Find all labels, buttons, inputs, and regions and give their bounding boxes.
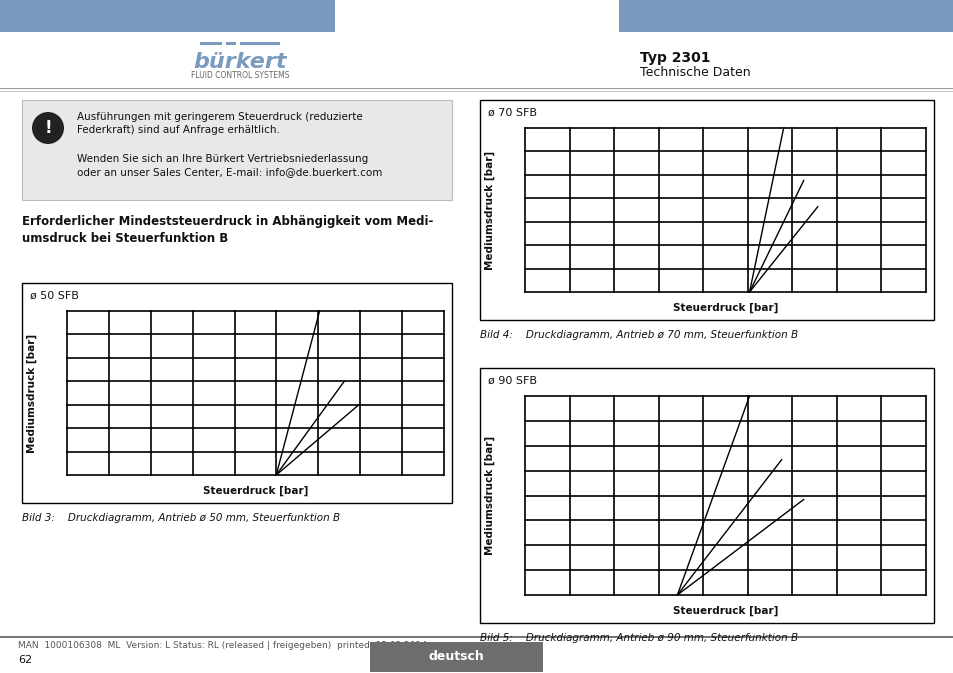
Text: !: ! xyxy=(44,119,51,137)
Text: Bild 5:    Druckdiagramm, Antrieb ø 90 mm, Steuerfunktion B: Bild 5: Druckdiagramm, Antrieb ø 90 mm, … xyxy=(479,633,798,643)
Bar xyxy=(240,42,280,45)
Text: deutsch: deutsch xyxy=(428,651,484,664)
Bar xyxy=(22,100,452,200)
Text: Steuerdruck [bar]: Steuerdruck [bar] xyxy=(203,486,308,496)
Text: Typ 2301: Typ 2301 xyxy=(639,51,710,65)
Text: Bild 3:    Druckdiagramm, Antrieb ø 50 mm, Steuerfunktion B: Bild 3: Druckdiagramm, Antrieb ø 50 mm, … xyxy=(22,513,340,523)
Text: Technische Daten: Technische Daten xyxy=(639,65,750,79)
Bar xyxy=(0,0,335,32)
Bar xyxy=(618,0,953,32)
Bar xyxy=(0,636,953,637)
Bar xyxy=(200,42,222,45)
Bar xyxy=(0,88,953,89)
Text: 62: 62 xyxy=(18,655,32,665)
Text: Steuerdruck [bar]: Steuerdruck [bar] xyxy=(672,303,778,313)
Bar xyxy=(226,42,235,45)
Text: Mediumsdruck [bar]: Mediumsdruck [bar] xyxy=(484,151,495,270)
Text: ø 90 SFB: ø 90 SFB xyxy=(488,376,537,386)
Text: Mediumsdruck [bar]: Mediumsdruck [bar] xyxy=(484,436,495,555)
Text: MAN  1000106308  ML  Version: L Status: RL (released | freigegeben)  printed: 12: MAN 1000106308 ML Version: L Status: RL … xyxy=(18,641,426,650)
Text: ø 50 SFB: ø 50 SFB xyxy=(30,291,79,301)
Bar xyxy=(370,642,542,672)
Text: Erforderlicher Mindeststeuerdruck in Abhängigkeit vom Medi-
umsdruck bei Steuerf: Erforderlicher Mindeststeuerdruck in Abh… xyxy=(22,215,433,245)
Bar xyxy=(22,283,452,503)
Text: Wenden Sie sich an Ihre Bürkert Vertriebsniederlassung
oder an unser Sales Cente: Wenden Sie sich an Ihre Bürkert Vertrieb… xyxy=(77,154,382,177)
Text: Bild 4:    Druckdiagramm, Antrieb ø 70 mm, Steuerfunktion B: Bild 4: Druckdiagramm, Antrieb ø 70 mm, … xyxy=(479,330,798,340)
Text: ø 70 SFB: ø 70 SFB xyxy=(488,108,537,118)
Circle shape xyxy=(32,112,64,144)
Bar xyxy=(479,100,933,320)
Text: FLUID CONTROL SYSTEMS: FLUID CONTROL SYSTEMS xyxy=(191,71,289,81)
Text: bürkert: bürkert xyxy=(193,52,287,72)
Text: Steuerdruck [bar]: Steuerdruck [bar] xyxy=(672,606,778,616)
Text: Mediumsdruck [bar]: Mediumsdruck [bar] xyxy=(27,333,37,452)
Bar xyxy=(479,368,933,623)
Text: Ausführungen mit geringerem Steuerdruck (reduzierte
Federkraft) sind auf Anfrage: Ausführungen mit geringerem Steuerdruck … xyxy=(77,112,362,135)
